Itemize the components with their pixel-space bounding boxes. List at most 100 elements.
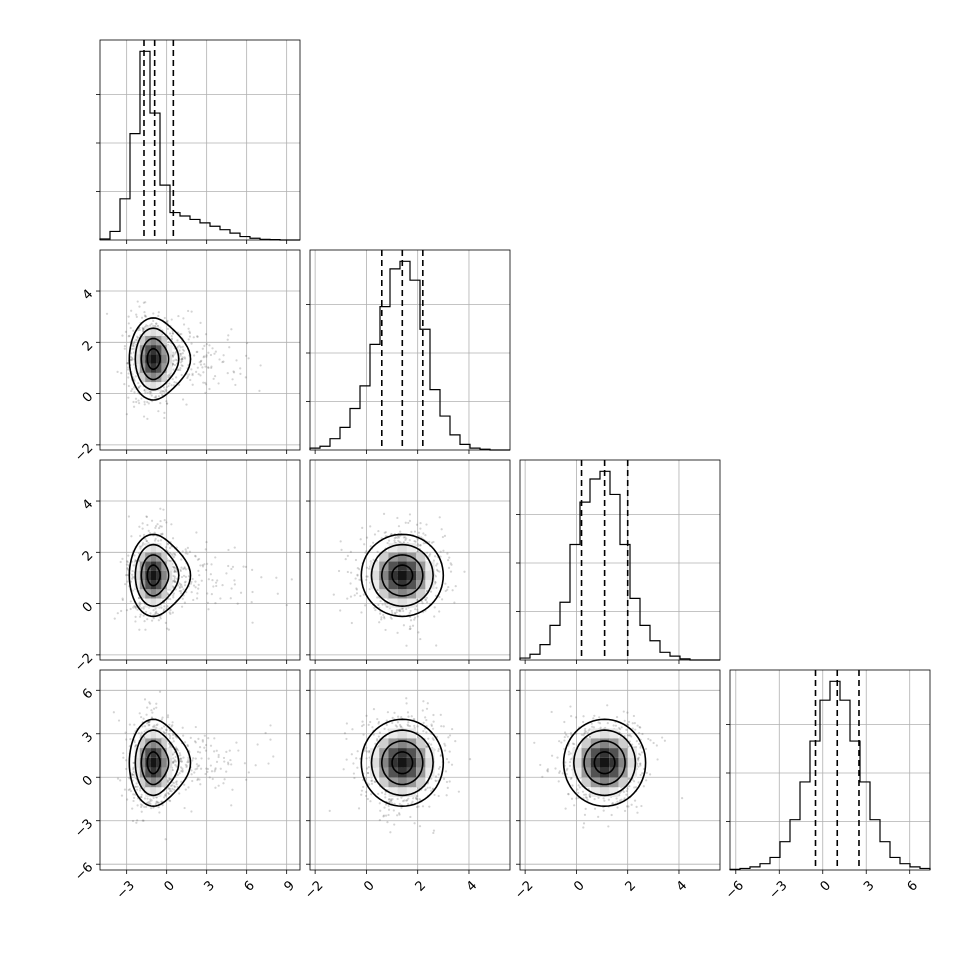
scatter-point	[588, 735, 592, 738]
scatter-point	[127, 366, 130, 369]
scatter-point	[154, 526, 157, 530]
scatter-point	[183, 783, 186, 786]
scatter-point	[204, 772, 207, 776]
density-cell	[416, 570, 426, 580]
scatter-point	[161, 804, 164, 807]
scatter-point	[395, 725, 399, 728]
scatter-point	[435, 779, 438, 783]
scatter-point	[179, 583, 182, 586]
scatter-point	[409, 619, 413, 622]
density-cell	[139, 354, 146, 364]
scatter-point	[182, 349, 186, 352]
scatter-point	[414, 796, 418, 800]
density-cell	[425, 561, 435, 571]
scatter-point	[365, 575, 368, 578]
scatter-point	[164, 388, 167, 391]
scatter-point	[558, 770, 561, 773]
scatter-point	[410, 802, 413, 805]
scatter-point	[437, 794, 440, 798]
scatter-point	[162, 730, 165, 733]
scatter-point	[230, 587, 233, 590]
scatter-point	[597, 815, 600, 818]
scatter-point	[415, 797, 418, 800]
density-cell	[388, 767, 398, 778]
scatter-point	[176, 339, 179, 342]
scatter-point	[206, 592, 209, 595]
scatter-point	[192, 336, 195, 339]
density-cell	[134, 345, 140, 355]
scatter-point	[183, 584, 187, 587]
scatter-point	[149, 612, 152, 615]
scatter-point	[172, 566, 176, 569]
scatter-point	[169, 778, 172, 781]
density-cell	[156, 767, 162, 778]
scatter-point	[130, 773, 134, 776]
scatter-point	[127, 396, 130, 399]
scatter-point	[235, 741, 238, 744]
scatter-point	[426, 702, 429, 705]
scatter-point	[139, 547, 142, 550]
scatter-point	[155, 612, 158, 615]
density-cell	[150, 728, 157, 739]
scatter-point	[160, 800, 163, 803]
density-cell	[166, 363, 173, 373]
scatter-point	[432, 559, 436, 562]
density-cell	[166, 354, 173, 364]
scatter-point	[121, 598, 124, 602]
density-content	[113, 507, 293, 631]
scatter-point	[160, 393, 164, 396]
scatter-point	[425, 746, 428, 749]
scatter-point	[179, 368, 182, 372]
scatter-point	[376, 717, 379, 721]
scatter-point	[405, 537, 408, 540]
density-cell	[150, 738, 157, 749]
histogram-grid-1	[100, 40, 300, 240]
scatter-point	[141, 819, 144, 822]
scatter-point	[131, 773, 134, 776]
scatter-point	[386, 711, 390, 714]
scatter-point	[438, 516, 441, 519]
scatter-point	[187, 760, 190, 764]
scatter-point	[191, 383, 194, 386]
scatter-point	[185, 764, 188, 767]
scatter-point	[126, 560, 129, 563]
scatter-point	[546, 769, 549, 772]
scatter-point	[390, 799, 393, 802]
scatter-point	[165, 521, 168, 524]
density-cell	[139, 570, 146, 580]
scatter-point	[193, 771, 196, 774]
density-cell	[150, 363, 157, 373]
scatter-point	[365, 750, 369, 753]
scatter-point	[105, 312, 109, 315]
density-cell	[150, 561, 157, 571]
scatter-point	[181, 348, 185, 351]
scatter-point	[370, 782, 374, 785]
scatter-point	[570, 715, 573, 718]
scatter-point	[141, 527, 144, 530]
scatter-point	[416, 538, 419, 541]
scatter-point	[372, 558, 375, 561]
scatter-point	[269, 738, 272, 741]
scatter-point	[384, 814, 388, 817]
density-frame	[99, 249, 301, 451]
scatter-point	[396, 814, 399, 817]
scatter-point	[171, 761, 175, 764]
scatter-point	[167, 559, 170, 562]
scatter-point	[196, 350, 199, 353]
scatter-point	[398, 723, 402, 727]
density-cell	[397, 728, 407, 739]
density-cell	[145, 598, 151, 608]
scatter-point	[422, 730, 425, 733]
scatter-point	[421, 805, 425, 808]
density-cell	[145, 787, 151, 797]
scatter-point	[360, 611, 363, 614]
scatter-point	[195, 763, 199, 766]
scatter-point	[157, 314, 160, 317]
scatter-point	[154, 524, 158, 528]
scatter-point	[181, 398, 185, 401]
scatter-point	[204, 749, 208, 752]
scatter-point	[405, 702, 408, 705]
density-cell	[406, 748, 417, 758]
scatter-point	[351, 728, 354, 731]
density-cell	[397, 598, 407, 608]
